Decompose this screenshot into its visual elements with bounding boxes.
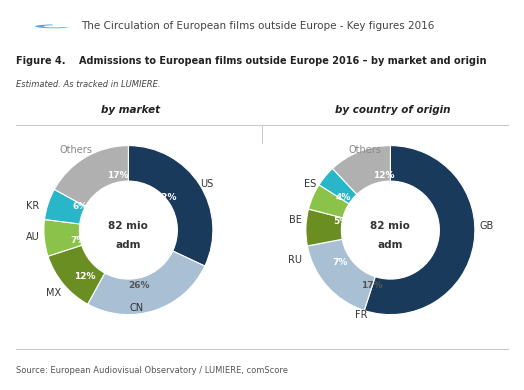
Wedge shape: [48, 245, 105, 304]
Text: 17%: 17%: [107, 171, 129, 180]
Text: 5%: 5%: [334, 217, 349, 226]
Text: 32%: 32%: [156, 193, 177, 202]
Text: Estimated. As tracked in LUMIERE.: Estimated. As tracked in LUMIERE.: [16, 80, 160, 89]
Wedge shape: [333, 145, 390, 194]
Wedge shape: [309, 185, 349, 218]
Text: Others: Others: [60, 145, 92, 155]
Text: adm: adm: [116, 240, 141, 250]
Text: GB: GB: [479, 221, 494, 231]
Wedge shape: [88, 251, 205, 315]
Wedge shape: [308, 239, 375, 310]
Text: 12%: 12%: [373, 171, 395, 180]
Text: 4%: 4%: [335, 193, 351, 202]
Wedge shape: [364, 145, 475, 315]
Wedge shape: [128, 145, 213, 266]
Text: The Circulation of European films outside Europe - Key figures 2016: The Circulation of European films outsid…: [81, 21, 434, 31]
Text: 7%: 7%: [332, 258, 347, 267]
Text: AU: AU: [26, 232, 40, 242]
Text: FR: FR: [355, 310, 367, 319]
Wedge shape: [44, 220, 82, 256]
Text: by market: by market: [102, 105, 160, 115]
Text: Source: European Audiovisual Observatory / LUMIERE, comScore: Source: European Audiovisual Observatory…: [16, 366, 288, 376]
Text: 82 mio: 82 mio: [108, 221, 148, 231]
Text: BE: BE: [289, 215, 302, 225]
Text: 55%: 55%: [415, 222, 436, 230]
Text: 82 mio: 82 mio: [370, 221, 410, 231]
Wedge shape: [45, 190, 85, 224]
Wedge shape: [306, 209, 343, 246]
Text: US: US: [200, 179, 213, 189]
Text: 17%: 17%: [361, 280, 383, 289]
Text: 6%: 6%: [73, 202, 88, 211]
Text: Figure 4.    Admissions to European films outside Europe 2016 – by market and or: Figure 4. Admissions to European films o…: [16, 56, 486, 66]
Text: MX: MX: [47, 289, 62, 298]
Polygon shape: [35, 25, 69, 28]
Text: Others: Others: [348, 145, 381, 155]
Text: RU: RU: [288, 255, 302, 265]
Wedge shape: [54, 145, 128, 206]
Text: 7%: 7%: [70, 236, 85, 245]
Text: KR: KR: [26, 202, 40, 211]
Wedge shape: [319, 168, 357, 204]
Text: CN: CN: [130, 303, 144, 313]
Text: ES: ES: [304, 179, 316, 189]
Text: adm: adm: [378, 240, 403, 250]
Text: 26%: 26%: [128, 280, 149, 289]
Text: 12%: 12%: [74, 272, 95, 281]
Text: by country of origin: by country of origin: [335, 105, 451, 115]
